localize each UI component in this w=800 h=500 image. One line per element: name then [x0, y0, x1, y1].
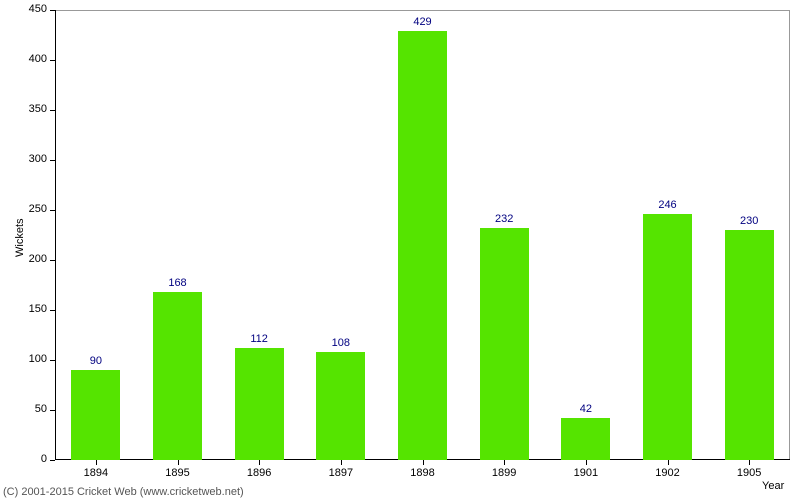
x-tick-label: 1902 — [655, 467, 679, 479]
y-tick-label: 250 — [29, 203, 47, 215]
x-tick-label: 1901 — [574, 467, 598, 479]
bar — [398, 31, 447, 460]
bar — [71, 370, 120, 460]
x-tick-label: 1899 — [492, 467, 516, 479]
x-tick-label: 1894 — [84, 467, 108, 479]
y-axis-line — [55, 10, 56, 460]
x-tick — [586, 460, 587, 465]
y-tick — [50, 60, 55, 61]
x-tick — [749, 460, 750, 465]
y-tick — [50, 110, 55, 111]
y-axis-label: Wickets — [14, 219, 26, 258]
y-tick — [50, 160, 55, 161]
bar-value-label: 168 — [168, 277, 186, 289]
bar — [725, 230, 774, 460]
bar — [153, 292, 202, 460]
x-tick — [504, 460, 505, 465]
y-tick — [50, 360, 55, 361]
bar-value-label: 108 — [332, 337, 350, 349]
y-tick-label: 300 — [29, 153, 47, 165]
x-tick-label: 1898 — [410, 467, 434, 479]
bar — [235, 348, 284, 460]
y-tick-label: 150 — [29, 303, 47, 315]
y-tick-label: 450 — [29, 3, 47, 15]
x-tick — [341, 460, 342, 465]
bar-value-label: 112 — [250, 333, 268, 345]
y-tick — [50, 410, 55, 411]
x-axis-label: Year — [762, 480, 784, 492]
y-tick-label: 50 — [35, 403, 47, 415]
bar — [561, 418, 610, 460]
bar-value-label: 429 — [413, 16, 431, 28]
y-tick-label: 400 — [29, 53, 47, 65]
y-tick-label: 350 — [29, 103, 47, 115]
x-tick-label: 1897 — [329, 467, 353, 479]
y-tick — [50, 10, 55, 11]
bar — [643, 214, 692, 460]
bar — [480, 228, 529, 460]
y-tick — [50, 260, 55, 261]
x-tick — [668, 460, 669, 465]
y-tick — [50, 210, 55, 211]
bar-value-label: 230 — [740, 215, 758, 227]
chart-container: Wickets Year (C) 2001-2015 Cricket Web (… — [0, 0, 800, 500]
x-tick-label: 1905 — [737, 467, 761, 479]
x-tick — [96, 460, 97, 465]
y-tick-label: 200 — [29, 253, 47, 265]
x-tick — [423, 460, 424, 465]
bar-value-label: 42 — [580, 403, 592, 415]
y-tick-label: 0 — [41, 453, 47, 465]
x-tick — [259, 460, 260, 465]
bar-value-label: 90 — [90, 355, 102, 367]
copyright-text: (C) 2001-2015 Cricket Web (www.cricketwe… — [3, 486, 244, 498]
x-tick — [178, 460, 179, 465]
bar-value-label: 246 — [658, 199, 676, 211]
x-tick-label: 1895 — [165, 467, 189, 479]
bar — [316, 352, 365, 460]
y-tick — [50, 310, 55, 311]
y-tick — [50, 460, 55, 461]
bar-value-label: 232 — [495, 213, 513, 225]
y-tick-label: 100 — [29, 353, 47, 365]
x-tick-label: 1896 — [247, 467, 271, 479]
